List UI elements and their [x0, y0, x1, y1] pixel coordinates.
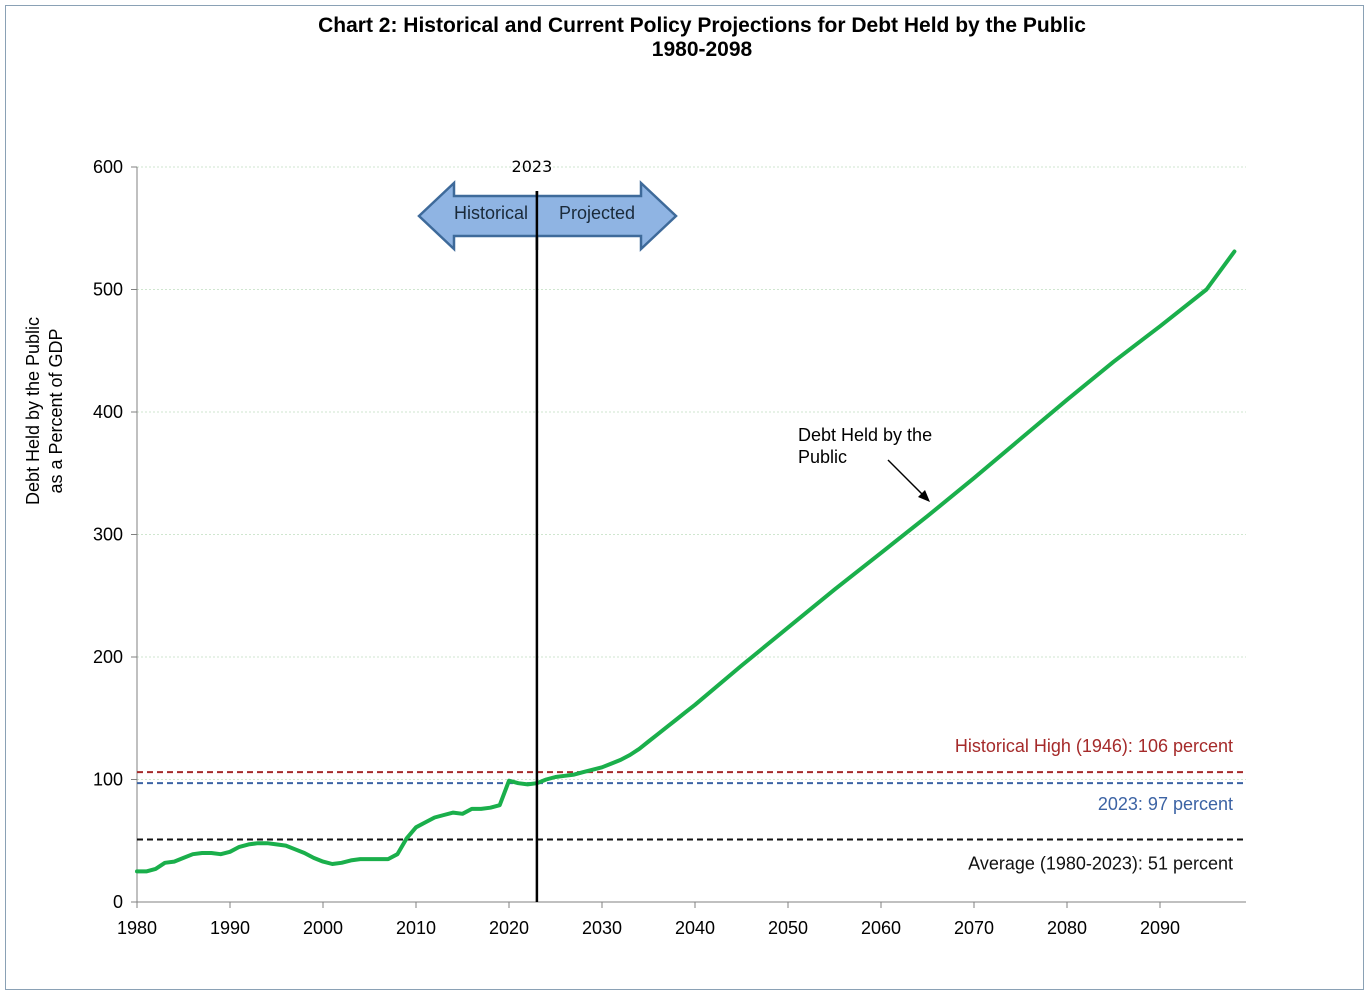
chart-frame: [5, 5, 1364, 990]
reference-line-label: 2023: 97 percent: [1098, 794, 1233, 814]
y-tick-label: 400: [93, 402, 123, 422]
x-tick-label: 2000: [303, 918, 343, 938]
x-tick-label: 2080: [1047, 918, 1087, 938]
chart-subtitle: 1980-2098: [651, 38, 753, 61]
chart-title: Chart 2: Historical and Current Policy P…: [0, 14, 1371, 62]
debt-series-line: [135, 249, 1237, 874]
historical-projected-arrow: Historical Projected: [417, 180, 678, 252]
x-tick-label: 2030: [582, 918, 622, 938]
y-tick-label: 200: [93, 647, 123, 667]
divider-group: 2023: [512, 157, 553, 902]
x-tick-label: 2040: [675, 918, 715, 938]
double-arrow-shape: [417, 180, 678, 252]
reference-line-label: Average (1980-2023): 51 percent: [968, 854, 1233, 874]
y-tick-label: 500: [93, 280, 123, 300]
x-tick-label: 2010: [396, 918, 436, 938]
arrow-left-label: Historical: [454, 203, 528, 223]
arrow-right-label: Projected: [559, 203, 635, 223]
x-tick-label: 2020: [489, 918, 529, 938]
gridlines: [137, 166, 1246, 780]
x-tick-label: 2090: [1140, 918, 1180, 938]
x-tick-label: 1980: [117, 918, 157, 938]
x-tick-label: 2060: [861, 918, 901, 938]
x-tick-label: 2050: [768, 918, 808, 938]
divider-label: 2023: [512, 157, 553, 176]
y-tick-label: 300: [93, 525, 123, 545]
y-axis-label-line1: Debt Held by the Public: [23, 317, 43, 505]
chart-title-main: Chart 2: Historical and Current Policy P…: [318, 14, 1086, 37]
reference-line-label: Historical High (1946): 106 percent: [955, 736, 1233, 756]
reference-lines: Historical High (1946): 106 percent 2023:…: [137, 736, 1246, 874]
axes: 0 100 200 300 400 500 600 1980 1990 2000 2010 2020 2…: [93, 157, 1246, 938]
y-tick-label: 100: [93, 770, 123, 790]
y-tick-label: 600: [93, 157, 123, 177]
x-tick-label: 2070: [954, 918, 994, 938]
y-tick-label: 0: [113, 892, 123, 912]
annotation-pointer-head: [918, 490, 930, 502]
annotation-pointer-line: [887, 459, 927, 499]
series-group: [135, 249, 1237, 874]
annotation-line1: Debt Held by the: [798, 425, 932, 445]
x-tick-label: 1990: [210, 918, 250, 938]
y-axis-label: Debt Held by the Public as a Percent of G…: [23, 317, 66, 505]
y-axis-label-line2: as a Percent of GDP: [46, 328, 66, 493]
annotation-line2: Public: [798, 447, 847, 467]
